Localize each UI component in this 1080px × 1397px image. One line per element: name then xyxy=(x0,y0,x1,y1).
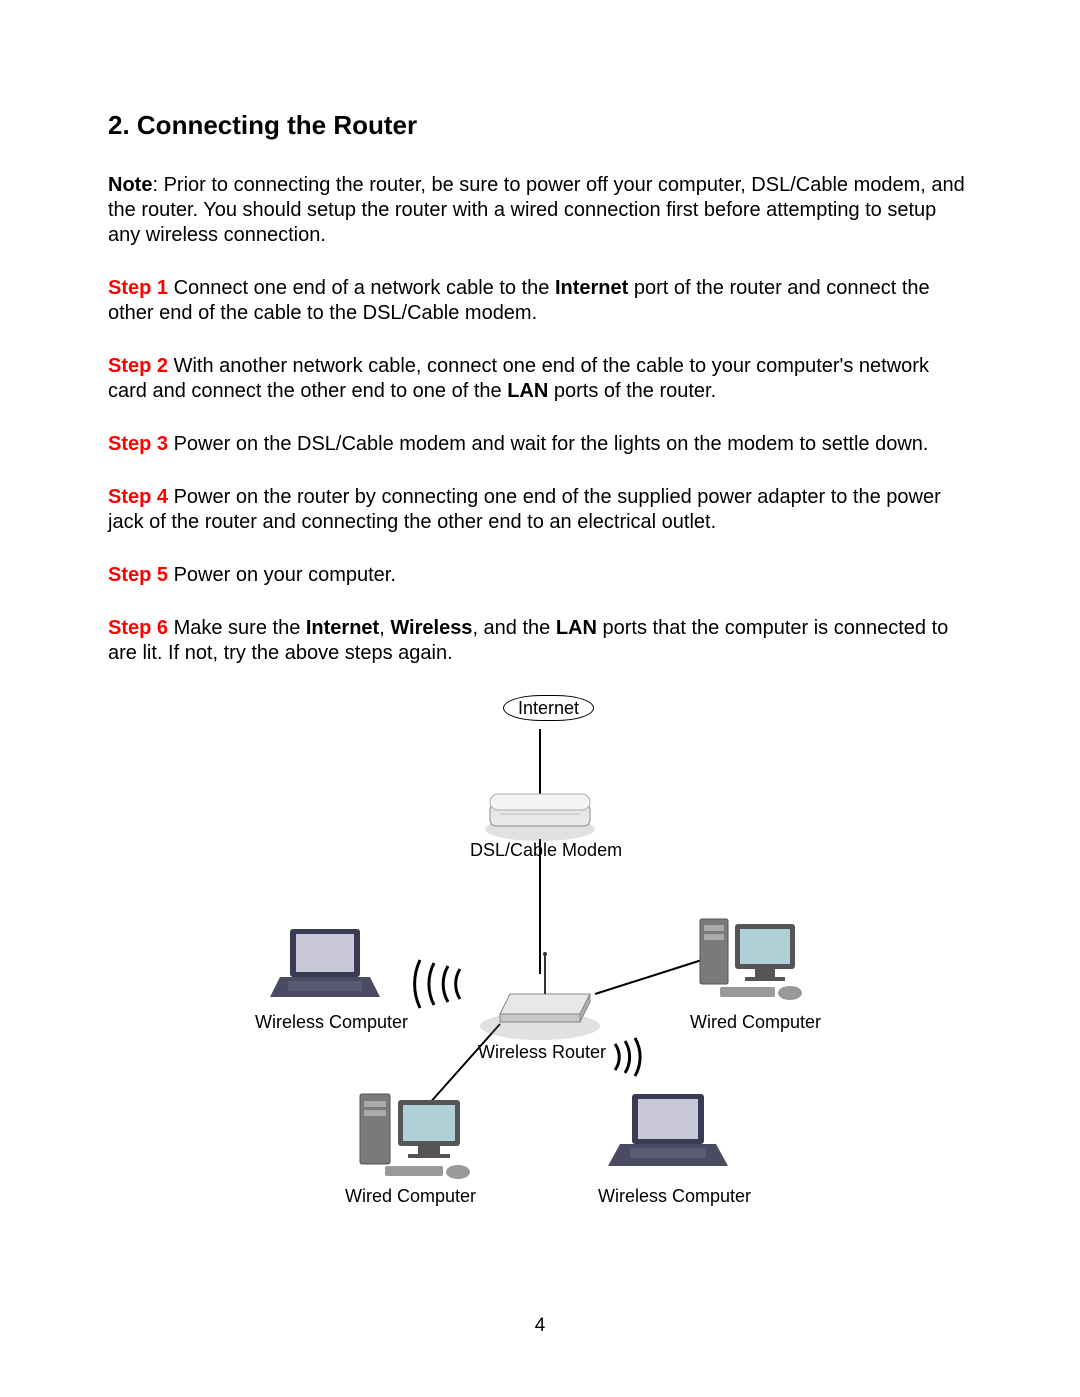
network-diagram: Internet DSL/Cable Modem Wireless Router… xyxy=(190,694,890,1224)
step-label: Step 4 xyxy=(108,486,168,508)
note-text: : Prior to connecting the router, be sur… xyxy=(108,174,965,246)
step-label: Step 5 xyxy=(108,564,168,586)
step-label: Step 6 xyxy=(108,617,168,639)
step-1: Step 1 Connect one end of a network cabl… xyxy=(108,276,972,326)
step-6: Step 6 Make sure the Internet, Wireless,… xyxy=(108,616,972,666)
note-paragraph: Note: Prior to connecting the router, be… xyxy=(108,173,972,248)
step-5: Step 5 Power on your computer. xyxy=(108,563,972,588)
wireless-left-label: Wireless Computer xyxy=(255,1012,408,1033)
step-4: Step 4 Power on the router by connecting… xyxy=(108,485,972,535)
diagram-svg xyxy=(190,694,890,1224)
step-label: Step 1 xyxy=(108,277,168,299)
step-2: Step 2 With another network cable, conne… xyxy=(108,354,972,404)
page-number: 4 xyxy=(0,1315,1080,1337)
modem-label: DSL/Cable Modem xyxy=(470,840,622,861)
router-label: Wireless Router xyxy=(478,1042,606,1063)
note-label: Note xyxy=(108,174,152,196)
step-label: Step 2 xyxy=(108,355,168,377)
wireless-right-label: Wireless Computer xyxy=(598,1186,751,1207)
section-title: 2. Connecting the Router xyxy=(108,110,972,141)
step-label: Step 3 xyxy=(108,433,168,455)
step-3: Step 3 Power on the DSL/Cable modem and … xyxy=(108,432,972,457)
wired-left-label: Wired Computer xyxy=(345,1186,476,1207)
internet-label: Internet xyxy=(503,695,594,721)
wired-right-label: Wired Computer xyxy=(690,1012,821,1033)
